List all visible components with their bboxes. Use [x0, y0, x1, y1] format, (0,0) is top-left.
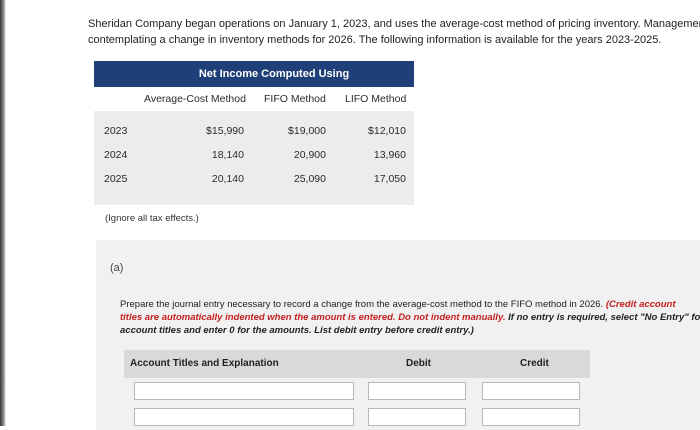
journal-instructions: Prepare the journal entry necessary to r…	[120, 298, 700, 337]
instructions-emphasis-red: (Credit account	[605, 299, 676, 310]
intro-line-2: contemplating a change in inventory meth…	[88, 34, 662, 46]
instructions-line-2: titles are automatically indented when t…	[120, 311, 700, 324]
credit-input[interactable]	[482, 408, 580, 426]
problem-intro: Sheridan Company began operations on Jan…	[88, 16, 700, 48]
average-cost-value: 18,140	[211, 149, 244, 161]
tax-effects-note: (Ignore all tax effects.)	[105, 213, 199, 224]
net-income-table-title: Net Income Computed Using	[94, 61, 414, 87]
credit-header: Credit	[520, 358, 549, 369]
lifo-value: 13,960	[373, 149, 406, 161]
left-window-edge	[0, 0, 6, 426]
debit-header: Debit	[406, 358, 431, 369]
net-income-table: Net Income Computed Using Average-Cost M…	[94, 61, 414, 205]
column-header-lifo: LIFO Method	[345, 93, 407, 105]
instructions-emphasis-red: titles are automatically indented when t…	[120, 312, 506, 323]
journal-entry-header: Account Titles and Explanation Debit Cre…	[124, 350, 590, 378]
intro-line-1: Sheridan Company began operations on Jan…	[88, 18, 700, 30]
fifo-value: $19,000	[288, 125, 326, 137]
column-header-average-cost: Average-Cost Method	[144, 93, 246, 105]
lifo-value: $12,010	[368, 125, 406, 137]
account-title-input[interactable]	[134, 382, 354, 400]
account-titles-header: Account Titles and Explanation	[130, 358, 279, 369]
instructions-line-3: account titles and enter 0 for the amoun…	[120, 325, 474, 336]
account-title-input[interactable]	[134, 408, 354, 426]
fifo-value: 20,900	[293, 149, 326, 161]
debit-input[interactable]	[368, 382, 466, 400]
part-label: (a)	[110, 262, 124, 274]
row-year: 2024	[104, 149, 128, 161]
instructions-text: Prepare the journal entry necessary to r…	[120, 299, 606, 310]
column-header-fifo: FIFO Method	[264, 93, 326, 105]
table-row: 2023 $15,990 $19,000 $12,010	[94, 122, 414, 142]
net-income-table-body: 2023 $15,990 $19,000 $12,010 2024 18,140…	[94, 111, 414, 205]
row-year: 2023	[104, 125, 128, 137]
fifo-value: 25,090	[293, 173, 326, 185]
table-row: 2024 18,140 20,900 13,960	[94, 146, 414, 166]
credit-input[interactable]	[482, 382, 580, 400]
instructions-line-1: Prepare the journal entry necessary to r…	[120, 298, 680, 311]
debit-input[interactable]	[368, 408, 466, 426]
average-cost-value: $15,990	[206, 125, 244, 137]
row-year: 2025	[104, 173, 128, 185]
net-income-column-headers: Average-Cost Method FIFO Method LIFO Met…	[94, 87, 414, 111]
average-cost-value: 20,140	[211, 173, 244, 185]
table-row: 2025 20,140 25,090 17,050	[94, 170, 414, 190]
instructions-emphasis: If no entry is required, select "No Entr…	[505, 312, 700, 323]
lifo-value: 17,050	[373, 173, 406, 185]
